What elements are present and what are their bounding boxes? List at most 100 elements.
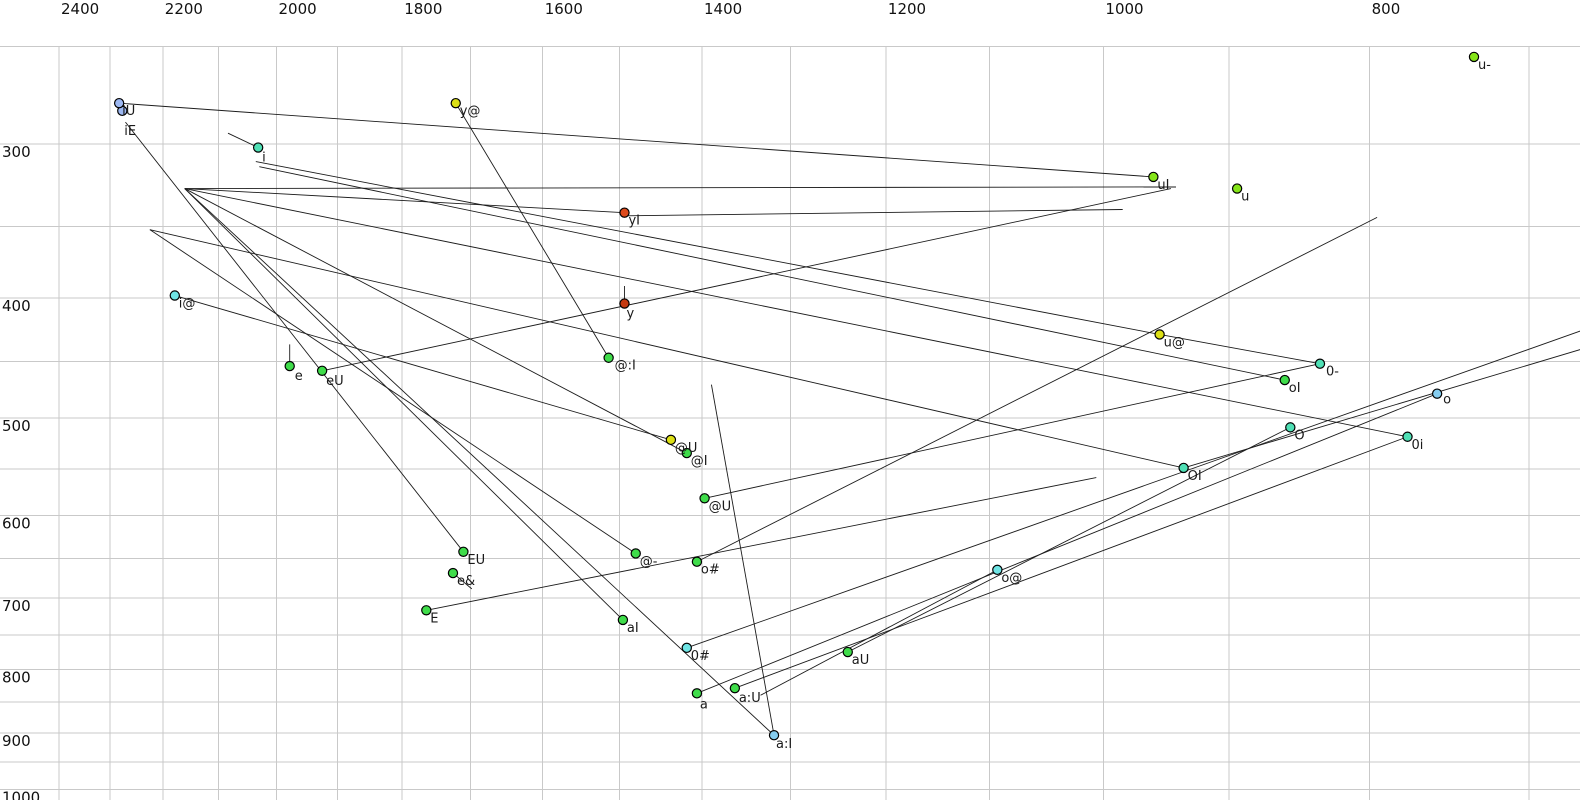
vowel-label-o: o — [1443, 393, 1451, 408]
trajectory-line-18 — [734, 436, 1408, 689]
vowel-point-e& — [447, 567, 459, 579]
trajectory-line-25 — [426, 477, 1097, 611]
vowel-point-@U — [665, 434, 677, 446]
y-tick-900: 900 — [2, 732, 31, 750]
vowel-point-y@ — [450, 97, 461, 109]
vowel-point-a — [691, 688, 703, 699]
trajectory-line-7 — [259, 166, 1285, 381]
x-tick-800: 800 — [1372, 0, 1401, 18]
vowel-label-@I: @I — [691, 454, 708, 469]
vowel-point-i — [252, 142, 264, 153]
vowel-label-eU: eU — [326, 374, 344, 389]
vowel-point-u@ — [1154, 329, 1165, 340]
y-tick-600: 600 — [2, 515, 31, 533]
vowel-label-aI: aI — [627, 621, 639, 636]
trajectory-line-12 — [184, 188, 687, 454]
vowel-point-@I — [681, 447, 692, 459]
trajectory-line-28 — [624, 209, 1123, 217]
vowel-label-E: E — [430, 611, 438, 626]
vowel-label-a:I: a:I — [776, 737, 792, 752]
vowel-point-@U — [699, 493, 710, 504]
vowel-point-yI — [619, 207, 630, 218]
diphthong-trajectory-layer — [119, 102, 1580, 736]
vowel-point-aU — [842, 646, 853, 658]
trajectory-line-24 — [686, 330, 1580, 649]
vowel-point-@- — [630, 548, 641, 559]
y-tick-1000: 1000 — [2, 788, 40, 800]
vowel-label-@:I: @:I — [615, 359, 636, 374]
vowel-point-y — [619, 298, 630, 309]
trajectory-line-21 — [696, 393, 1438, 694]
trajectory-line-5 — [174, 295, 672, 441]
vowel-point-eU — [316, 365, 328, 376]
vowel-label-iE: iE — [124, 124, 136, 139]
x-tick-1600: 1600 — [545, 0, 583, 18]
vowel-point-OI — [1178, 462, 1189, 474]
vowel-label-uI: uI — [1157, 178, 1169, 193]
trajectory-line-8 — [227, 132, 259, 148]
vowel-point-layer — [113, 51, 1480, 741]
vowel-label-@U: @U — [709, 499, 732, 514]
axis-label-layer: 2400 2200 2000 1800 1600 1400 1200 1000 800 300 40… — [2, 0, 1400, 800]
vowel-point-u- — [1468, 51, 1480, 63]
y-tick-300: 300 — [2, 143, 31, 161]
trajectory-line-30 — [1183, 349, 1580, 469]
vowel-point-o — [1431, 388, 1443, 399]
vowel-point-0i — [1402, 431, 1413, 442]
x-tick-2000: 2000 — [279, 0, 317, 18]
trajectory-line-19 — [760, 569, 998, 696]
vowel-point-O — [1285, 422, 1296, 433]
vowel-point-u — [1231, 183, 1243, 194]
vowel-label-O: O — [1294, 428, 1304, 443]
vowel-label-0i: 0i — [1412, 438, 1424, 453]
trajectory-line-0 — [119, 102, 1154, 178]
trajectory-line-11 — [184, 188, 1408, 438]
vowel-label-o#: o# — [701, 563, 720, 578]
vowel-label-y@: y@ — [460, 104, 481, 119]
trajectory-line-10 — [184, 188, 624, 621]
vowel-label-i@: i@ — [179, 297, 196, 312]
vowel-label-u@: u@ — [1164, 335, 1185, 350]
vowel-point-oI — [1279, 374, 1290, 386]
vowel-label-0-: 0- — [1326, 365, 1339, 380]
vowel-point-i@ — [169, 290, 180, 301]
grid-layer — [0, 45, 1580, 800]
vowel-label-a: a — [700, 697, 708, 712]
y-tick-800: 800 — [2, 669, 31, 687]
vowel-label-oI: oI — [1289, 381, 1301, 396]
vowel-label-i: i — [262, 151, 266, 166]
vowel-point-0# — [681, 642, 692, 654]
vowel-point-a:I — [768, 730, 780, 741]
vowel-point-aI — [617, 614, 629, 626]
trajectory-line-2 — [455, 102, 610, 358]
trajectory-line-23 — [322, 188, 1172, 372]
trajectory-line-14 — [184, 186, 1176, 189]
vowel-point-e — [284, 360, 295, 372]
vowel-point-EU — [458, 546, 469, 557]
vowel-label-u: u — [1241, 190, 1249, 205]
vowel-label-o@: o@ — [1001, 571, 1022, 586]
vowel-label-yI: yI — [628, 214, 640, 229]
x-tick-1200: 1200 — [888, 0, 926, 18]
trajectory-line-29 — [1159, 334, 1321, 365]
vowel-label-a:U: a:U — [739, 691, 761, 706]
trajectory-line-1 — [125, 121, 464, 553]
vowel-point-a:U — [729, 682, 741, 694]
trajectory-line-6 — [255, 161, 1160, 335]
vowel-label-OI: OI — [1188, 469, 1202, 484]
trajectory-line-9 — [184, 188, 625, 214]
vowel-label-iU: iU — [122, 104, 135, 119]
vowel-label-e: e — [295, 369, 303, 384]
y-tick-500: 500 — [2, 417, 31, 435]
x-tick-1800: 1800 — [404, 0, 442, 18]
trajectory-line-16 — [149, 229, 636, 554]
vowel-point-o# — [691, 556, 703, 567]
vowel-point-o@ — [992, 564, 1003, 576]
trajectory-line-13 — [184, 188, 775, 736]
vowel-label-@-: @- — [640, 554, 658, 569]
vowel-point-E — [421, 605, 432, 616]
x-tick-2200: 2200 — [165, 0, 203, 18]
